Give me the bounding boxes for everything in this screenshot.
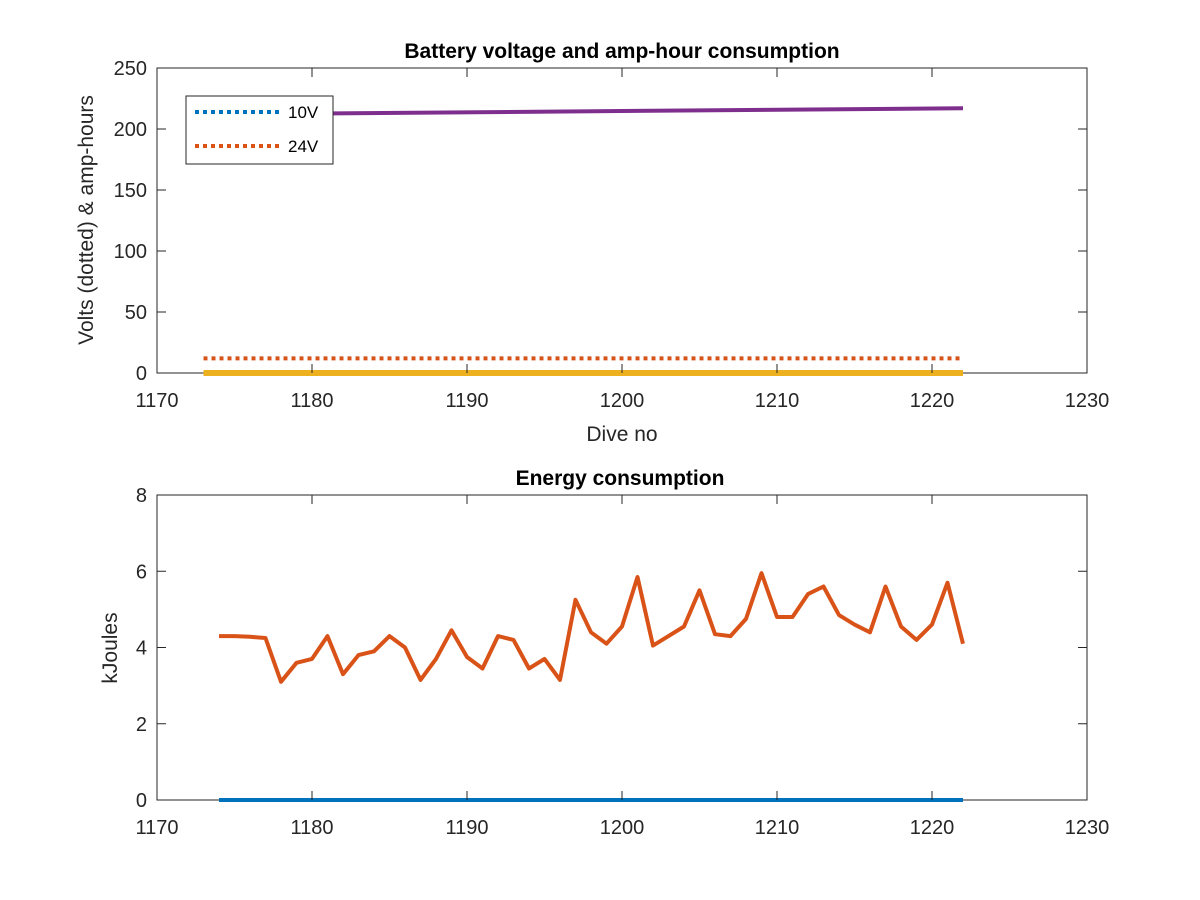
voltage-x-tick-label: 1190: [445, 390, 488, 412]
legend-label-10v: 10V: [288, 103, 319, 122]
energy-y-axis-label: kJoules: [99, 612, 122, 683]
voltage-chart: Battery voltage and amp-hour consumption…: [75, 40, 1109, 446]
energy-x-tick-label: 1220: [910, 817, 955, 839]
energy-y-tick-label: 8: [136, 485, 147, 507]
energy-x-tick-label: 1210: [755, 817, 800, 839]
voltage-x-tick-label: 1180: [290, 390, 333, 412]
voltage-x-tick-label: 1210: [755, 390, 800, 412]
energy-x-tick-label: 1180: [290, 817, 333, 839]
energy-chart-title: Energy consumption: [516, 467, 725, 490]
energy-x-tick-label: 1190: [445, 817, 488, 839]
energy-x-tick-label: 1230: [1065, 817, 1110, 839]
energy-x-tick-label: 1170: [135, 817, 178, 839]
voltage-x-tick-label: 1200: [600, 390, 645, 412]
energy-series-energy-line: [219, 571, 965, 684]
voltage-y-tick-label: 200: [114, 119, 147, 141]
voltage-y-axis-label: Volts (dotted) & amp-hours: [75, 95, 98, 345]
voltage-x-axis-label: Dive no: [586, 423, 657, 446]
energy-y-tick-label: 2: [136, 714, 147, 736]
voltage-y-tick-label: 250: [114, 58, 147, 80]
voltage-x-tick-label: 1170: [135, 390, 178, 412]
voltage-x-tick-label: 1220: [910, 390, 955, 412]
voltage-y-tick-label: 50: [125, 302, 147, 324]
voltage-y-tick-label: 150: [114, 180, 147, 202]
energy-x-tick-label: 1200: [600, 817, 645, 839]
legend-box: [185, 95, 334, 165]
energy-y-tick-label: 6: [136, 561, 147, 583]
energy-chart: Energy consumption kJoules 1170 1180 1190 1…: [99, 467, 1109, 839]
voltage-y-tick-label: 0: [136, 363, 147, 385]
legend: 10V 24V: [185, 95, 334, 165]
voltage-y-tick-label: 100: [114, 241, 147, 263]
energy-y-tick-label: 4: [136, 638, 147, 660]
legend-label-24v: 24V: [288, 137, 319, 156]
voltage-chart-title: Battery voltage and amp-hour consumption: [404, 40, 839, 63]
energy-y-tick-label: 0: [136, 790, 147, 812]
voltage-x-tick-label: 1230: [1065, 390, 1110, 412]
energy-plot-area: [156, 494, 1088, 801]
